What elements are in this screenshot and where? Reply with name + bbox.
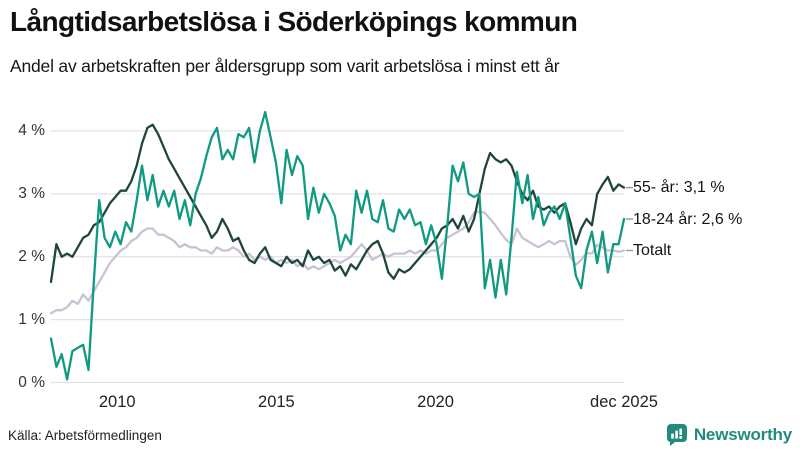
series-label-totalt: Totalt bbox=[633, 241, 672, 259]
x-tick-label: dec 2025 bbox=[590, 393, 658, 411]
page-title: Långtidsarbetslösa i Söderköpings kommun bbox=[10, 6, 578, 37]
y-tick-label: 3 % bbox=[18, 184, 45, 202]
y-tick-label: 4 % bbox=[18, 122, 45, 139]
newsworthy-logo[interactable]: Newsworthy bbox=[666, 423, 792, 446]
series-line-totalt bbox=[49, 210, 626, 315]
x-tick-label: 2020 bbox=[417, 393, 454, 411]
y-tick-label: 2 % bbox=[18, 247, 45, 265]
y-tick-label: 0 % bbox=[18, 373, 45, 391]
x-tick-label: 2015 bbox=[258, 393, 295, 411]
page-subtitle: Andel av arbetskraften per åldersgrupp s… bbox=[10, 56, 560, 76]
series-line-55-r bbox=[49, 123, 626, 284]
series-label-18-24-r: 18-24 år: 2,6 % bbox=[633, 210, 743, 228]
newsworthy-icon bbox=[666, 424, 687, 446]
x-tick-label: 2010 bbox=[98, 393, 136, 411]
series-line-18-24-r bbox=[49, 110, 626, 381]
source-note: Källa: Arbetsförmedlingen bbox=[8, 428, 162, 443]
series-label-55-r: 55- år: 3,1 % bbox=[633, 179, 725, 197]
y-tick-label: 1 % bbox=[18, 310, 45, 328]
newsworthy-label: Newsworthy bbox=[693, 424, 792, 444]
